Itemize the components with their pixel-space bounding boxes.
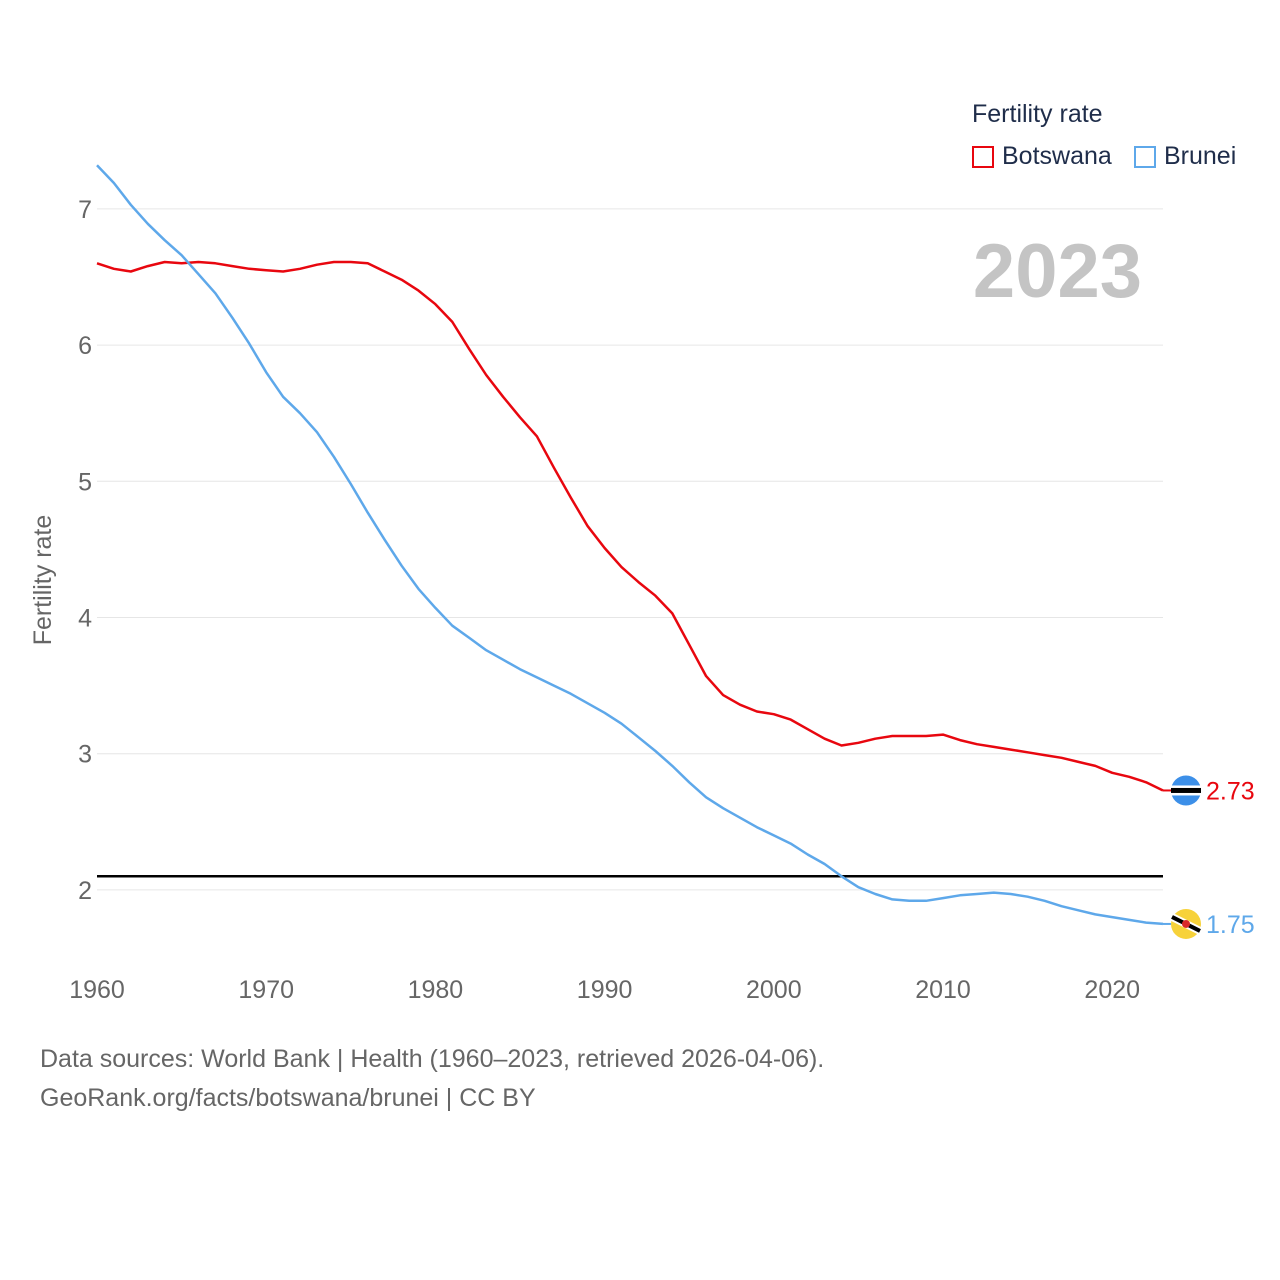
legend-title: Fertility rate: [972, 100, 1103, 128]
x-tick-label-1990: 1990: [577, 976, 633, 1004]
x-tick-label-1970: 1970: [238, 976, 294, 1004]
x-tick-label-1980: 1980: [408, 976, 464, 1004]
legend-item-botswana[interactable]: Botswana: [972, 142, 1112, 171]
y-tick-label-5: 5: [78, 468, 92, 496]
x-tick-label-2010: 2010: [915, 976, 971, 1004]
series-line-botswana: [96, 260, 1164, 792]
end-label-botswana: 2.73: [1206, 777, 1255, 805]
footer-sources: Data sources: World Bank | Health (1960–…: [40, 1045, 825, 1073]
x-tick-label-1960: 1960: [69, 976, 125, 1004]
legend-swatch-brunei: [1134, 145, 1156, 168]
x-tick-label-2000: 2000: [746, 976, 802, 1004]
y-tick-label-2: 2: [78, 877, 92, 905]
legend-swatch-botswana: [972, 145, 994, 168]
year-label: 2023: [972, 229, 1142, 314]
series-line-brunei: [96, 164, 1164, 926]
legend-label-botswana: Botswana: [1002, 142, 1112, 170]
end-label-brunei: 1.75: [1206, 911, 1255, 939]
footer-credit: GeoRank.org/facts/botswana/brunei | CC B…: [40, 1084, 536, 1112]
x-tick-label-2020: 2020: [1084, 976, 1140, 1004]
legend-item-brunei[interactable]: Brunei: [1134, 142, 1236, 171]
y-axis-label: Fertility rate: [29, 515, 57, 646]
botswana-flag-icon: [1171, 775, 1201, 806]
legend-label-brunei: Brunei: [1164, 142, 1237, 170]
brunei-flag-icon: [1170, 908, 1202, 939]
y-tick-label-7: 7: [78, 196, 92, 224]
y-tick-label-4: 4: [78, 604, 92, 632]
y-tick-label-6: 6: [78, 332, 92, 360]
y-tick-label-3: 3: [78, 741, 92, 769]
